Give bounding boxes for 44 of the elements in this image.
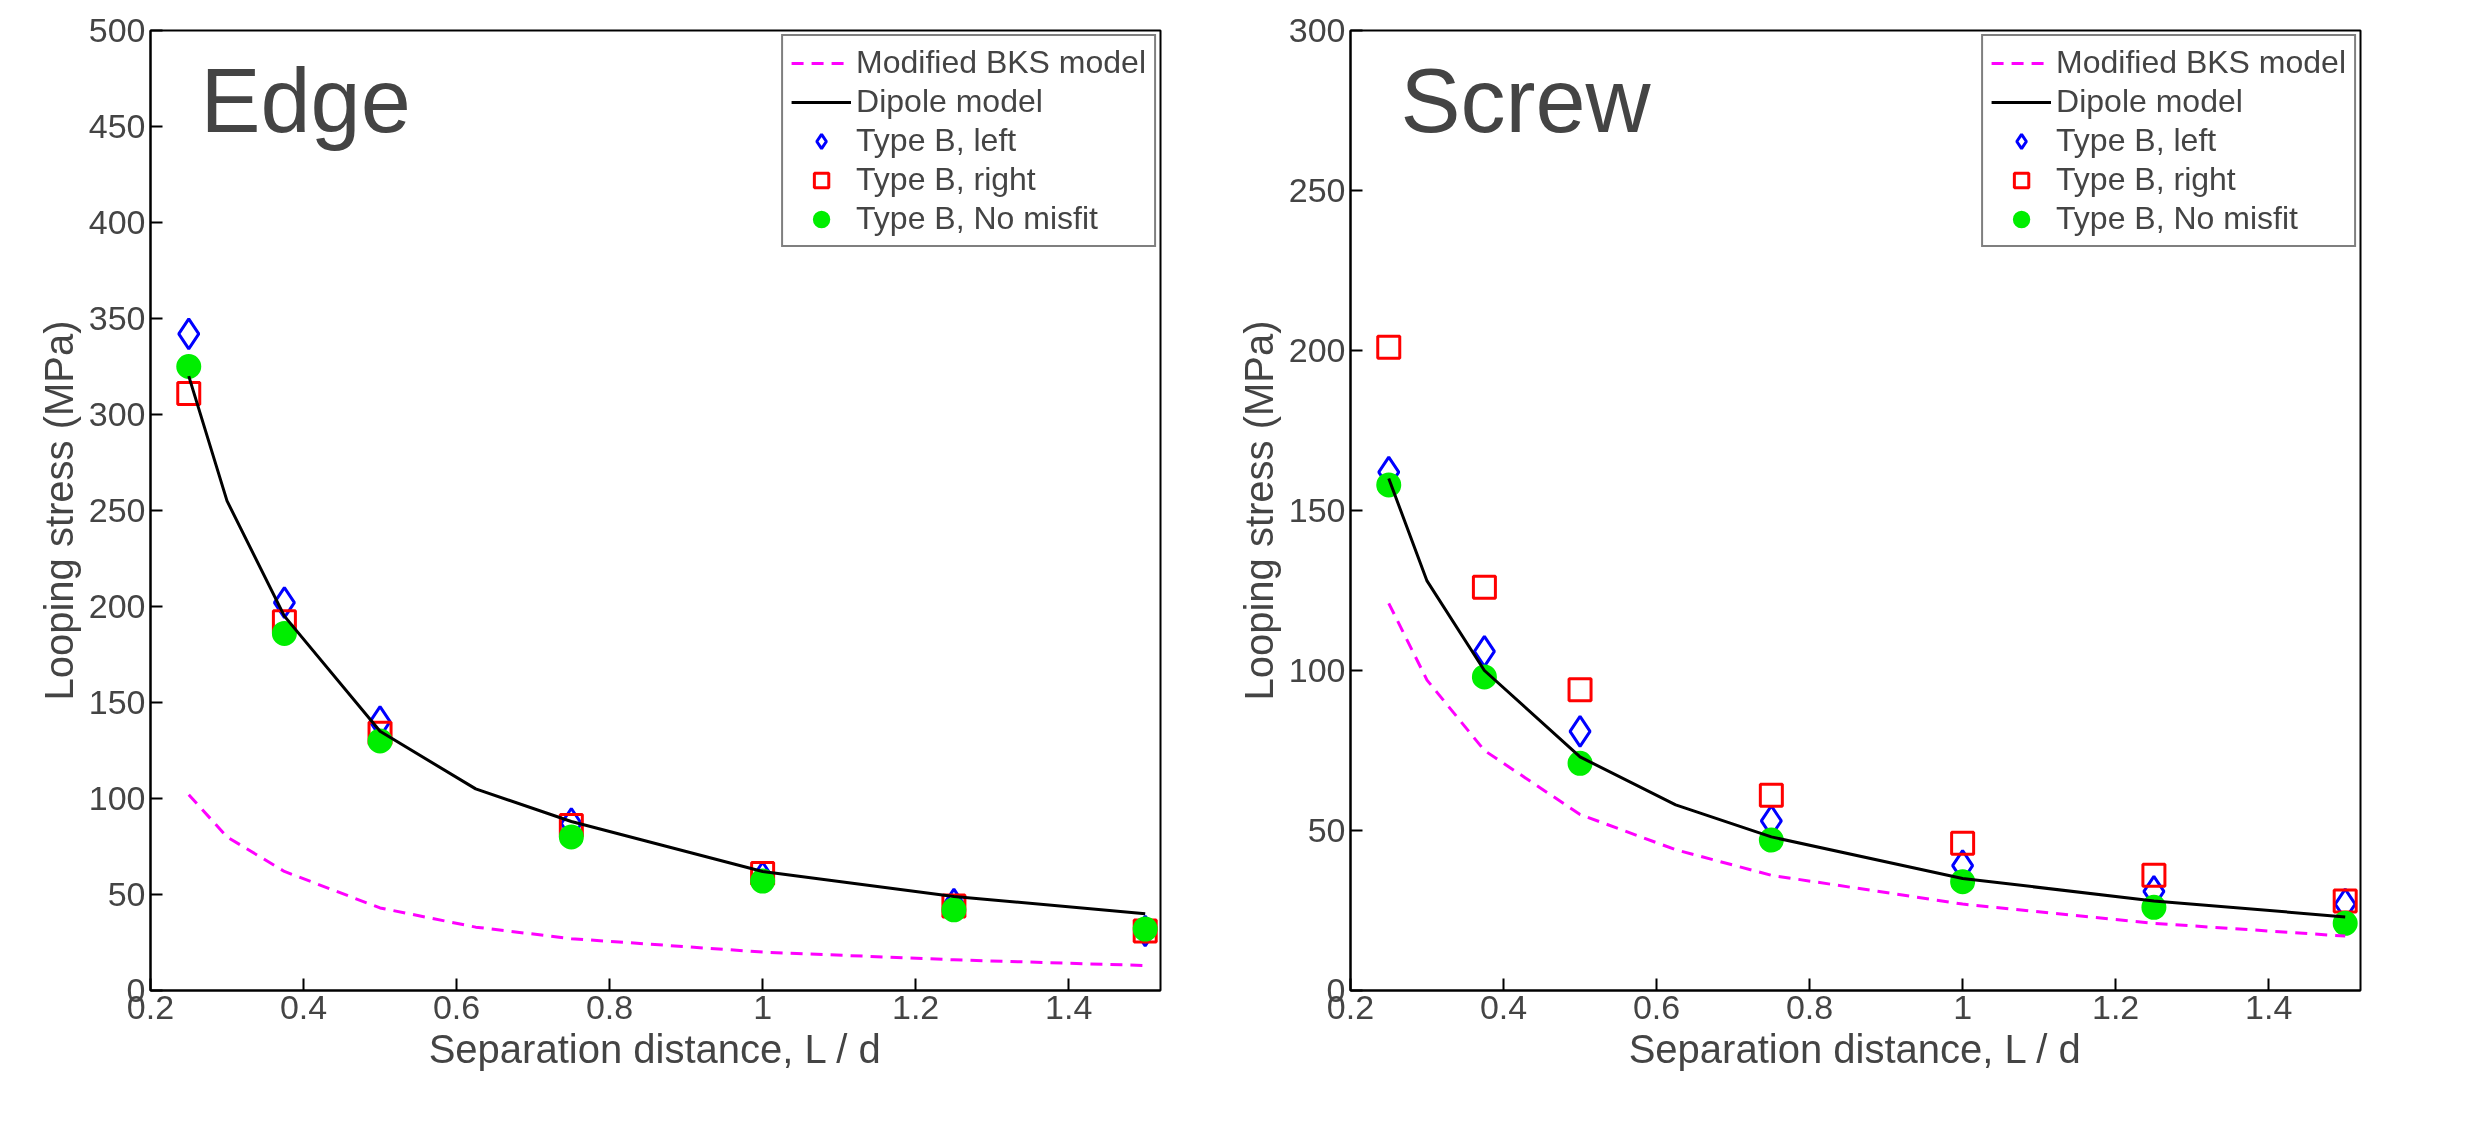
x-tick-label: 1.2 [892,987,940,1026]
x-tick-label: 1.2 [2092,987,2140,1026]
y-tick-label: 250 [88,491,146,529]
x-tick-label: 1 [753,987,773,1026]
y-tick-label: 350 [88,299,146,337]
x-tick-label: 0.4 [1479,987,1528,1026]
y-tick-label: 500 [88,11,146,49]
y-tick-label: 450 [88,107,146,145]
x-axis-title: Separation distance, L / d [1628,1026,2081,1071]
y-tick-label: 250 [1288,171,1346,209]
x-tick-label: 0.4 [279,987,328,1026]
legend-label: Dipole model [856,83,1043,120]
x-tick-label: 1 [1953,987,1973,1026]
x-tick-label: 0.8 [1785,987,1834,1026]
legend-label: Type B, right [856,161,1036,198]
x-tick-label: 1.4 [1045,987,1093,1026]
y-axis-title: Looping stress (MPa) [1236,320,1281,701]
y-axis-title: Looping stress (MPa) [36,320,81,701]
y-tick-label: 50 [107,875,146,913]
legend-label: Modified BKS model [856,44,1146,81]
annotation: Edge [200,50,411,151]
y-tick-label: 50 [1307,811,1346,849]
y-tick-label: 100 [88,779,146,817]
x-tick-label: 0.6 [1632,987,1681,1026]
x-axis-title: Separation distance, L / d [428,1026,881,1071]
x-tick-label: 0.8 [585,987,634,1026]
legend-label: Modified BKS model [2056,44,2346,81]
x-tick-label: 0.6 [432,987,481,1026]
y-tick-label: 150 [88,683,146,721]
legend-label: Dipole model [2056,83,2243,120]
y-tick-label: 150 [1288,491,1346,529]
legend-label: Type B, left [856,122,1017,159]
legend-label: Type B, right [2056,161,2236,198]
y-tick-label: 400 [88,203,146,241]
y-tick-label: 200 [1288,331,1346,369]
legend-label: Type B, No misfit [856,200,1098,237]
annotation: Screw [1400,50,1652,151]
legend-label: Type B, No misfit [2056,200,2298,237]
legend-label: Type B, left [2056,122,2217,159]
x-tick-label: 1.4 [2245,987,2293,1026]
y-tick-label: 200 [88,587,146,625]
y-tick-label: 100 [1288,651,1346,689]
y-tick-label: 300 [88,395,146,433]
y-tick-label: 300 [1288,11,1346,49]
